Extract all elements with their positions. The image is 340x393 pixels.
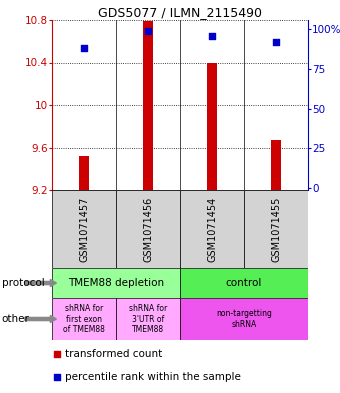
Bar	[180, 298, 308, 340]
Text: non-targetting
shRNA: non-targetting shRNA	[216, 309, 272, 329]
Point	[54, 374, 60, 380]
Point	[145, 28, 151, 34]
Bar	[52, 298, 116, 340]
Text: transformed count: transformed count	[65, 349, 162, 359]
Text: other: other	[2, 314, 30, 324]
Bar	[116, 298, 180, 340]
Point	[273, 39, 279, 45]
Bar	[244, 190, 308, 268]
Text: percentile rank within the sample: percentile rank within the sample	[65, 372, 241, 382]
Text: shRNA for
first exon
of TMEM88: shRNA for first exon of TMEM88	[63, 304, 105, 334]
Bar	[116, 190, 180, 268]
Bar	[143, 20, 153, 190]
Text: TMEM88 depletion: TMEM88 depletion	[68, 278, 164, 288]
Text: control: control	[226, 278, 262, 288]
Text: GSM1071457: GSM1071457	[79, 196, 89, 262]
Text: GSM1071456: GSM1071456	[143, 196, 153, 262]
Bar	[180, 190, 244, 268]
Text: GSM1071454: GSM1071454	[207, 196, 217, 262]
Bar	[180, 268, 308, 298]
Text: shRNA for
3'UTR of
TMEM88: shRNA for 3'UTR of TMEM88	[129, 304, 167, 334]
Point	[81, 45, 87, 51]
Bar	[52, 268, 180, 298]
Point	[209, 33, 215, 39]
Bar	[52, 190, 116, 268]
Title: GDS5077 / ILMN_2115490: GDS5077 / ILMN_2115490	[98, 6, 262, 19]
Text: GSM1071455: GSM1071455	[271, 196, 281, 262]
Bar	[207, 62, 217, 190]
Text: protocol: protocol	[2, 278, 45, 288]
Bar	[79, 156, 89, 190]
Point	[54, 351, 60, 357]
Bar	[271, 140, 281, 190]
